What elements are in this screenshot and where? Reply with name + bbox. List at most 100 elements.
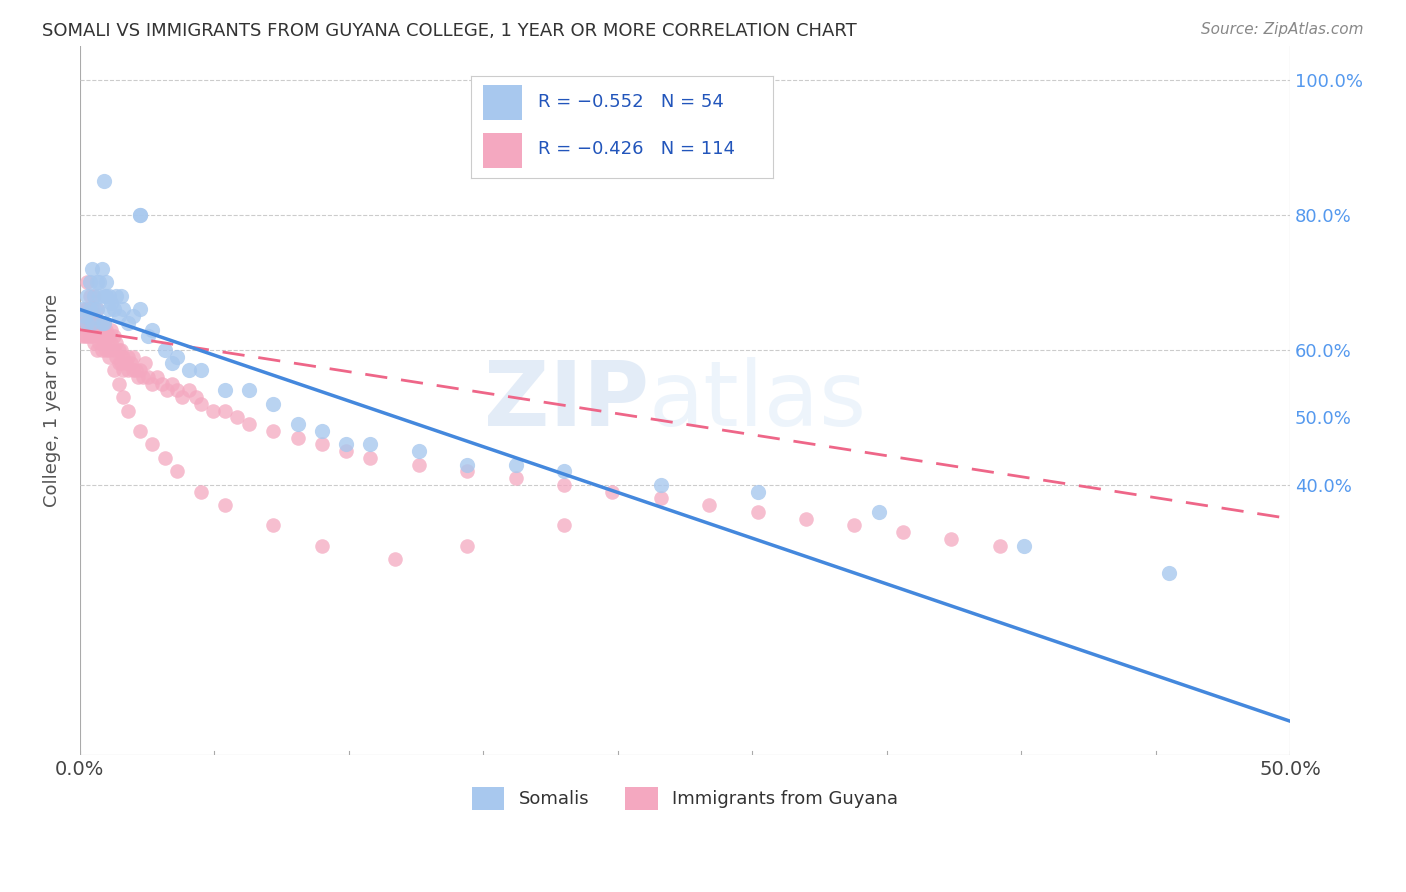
Point	[117, 403, 139, 417]
Point	[83, 336, 105, 351]
Point	[335, 437, 357, 451]
Point	[166, 384, 188, 398]
Point	[79, 289, 101, 303]
Point	[553, 518, 575, 533]
Point	[129, 363, 152, 377]
Point	[553, 465, 575, 479]
Point	[122, 350, 145, 364]
Point	[988, 539, 1011, 553]
Point	[89, 276, 111, 290]
Point	[100, 336, 122, 351]
Point	[129, 302, 152, 317]
Point	[311, 437, 333, 451]
Point	[76, 329, 98, 343]
Point	[650, 478, 672, 492]
Point	[868, 505, 890, 519]
Point	[505, 471, 527, 485]
Point	[83, 323, 105, 337]
Point	[505, 458, 527, 472]
Point	[97, 343, 120, 357]
Point	[86, 343, 108, 357]
Point	[90, 329, 112, 343]
Point	[97, 350, 120, 364]
Point	[112, 363, 135, 377]
Point	[153, 450, 176, 465]
Point	[89, 316, 111, 330]
Point	[287, 417, 309, 432]
Point	[134, 356, 156, 370]
Point	[150, 376, 173, 391]
Point	[76, 316, 98, 330]
FancyBboxPatch shape	[484, 85, 523, 120]
Point	[96, 289, 118, 303]
Point	[177, 363, 200, 377]
Point	[456, 458, 478, 472]
Point	[97, 289, 120, 303]
Point	[408, 444, 430, 458]
Point	[115, 356, 138, 370]
Point	[127, 370, 149, 384]
Point	[105, 336, 128, 351]
Point	[110, 343, 132, 357]
Point	[553, 478, 575, 492]
Point	[160, 376, 183, 391]
Point	[129, 424, 152, 438]
Point	[105, 350, 128, 364]
Point	[97, 329, 120, 343]
Point	[136, 329, 159, 343]
Text: ZIP: ZIP	[484, 357, 648, 444]
Point	[141, 323, 163, 337]
Point	[263, 518, 285, 533]
Point	[80, 302, 103, 317]
Point	[80, 262, 103, 277]
Point	[83, 309, 105, 323]
Point	[107, 343, 129, 357]
Point	[79, 276, 101, 290]
Point	[122, 309, 145, 323]
Point	[201, 403, 224, 417]
Point	[747, 505, 769, 519]
FancyBboxPatch shape	[484, 133, 523, 168]
Point	[73, 302, 96, 317]
Point	[89, 316, 111, 330]
Point	[105, 289, 128, 303]
Point	[184, 390, 207, 404]
Point	[456, 465, 478, 479]
Text: atlas: atlas	[648, 357, 866, 444]
Point	[73, 309, 96, 323]
Point	[287, 431, 309, 445]
Point	[697, 498, 720, 512]
Point	[112, 390, 135, 404]
Point	[100, 295, 122, 310]
Point	[359, 437, 381, 451]
Point	[141, 376, 163, 391]
Point	[103, 363, 125, 377]
Point	[73, 329, 96, 343]
Point	[100, 323, 122, 337]
Point	[79, 316, 101, 330]
Point	[112, 302, 135, 317]
Point	[93, 289, 115, 303]
Point	[93, 316, 115, 330]
Point	[79, 302, 101, 317]
Point	[177, 384, 200, 398]
Point	[214, 498, 236, 512]
Point	[117, 350, 139, 364]
Point	[96, 323, 118, 337]
Point	[941, 532, 963, 546]
Point	[86, 316, 108, 330]
Point	[96, 276, 118, 290]
Point	[76, 316, 98, 330]
Point	[124, 363, 146, 377]
Point	[166, 350, 188, 364]
Point	[160, 356, 183, 370]
Point	[214, 384, 236, 398]
Point	[80, 316, 103, 330]
Point	[103, 329, 125, 343]
Point	[90, 262, 112, 277]
Point	[238, 417, 260, 432]
Point	[117, 363, 139, 377]
Point	[794, 511, 817, 525]
Point	[86, 302, 108, 317]
Point	[93, 174, 115, 188]
